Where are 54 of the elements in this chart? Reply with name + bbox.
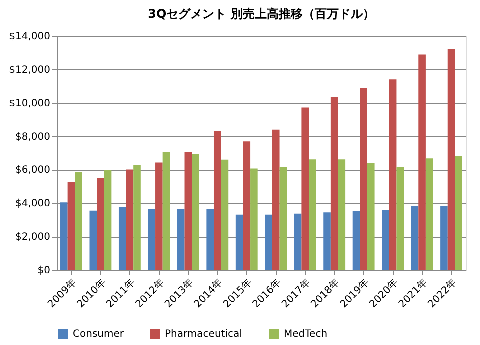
bar — [382, 210, 390, 270]
bar — [448, 49, 456, 270]
bar — [75, 172, 82, 270]
bar — [418, 54, 426, 270]
bar — [367, 163, 375, 270]
bar — [134, 165, 141, 270]
bar — [236, 214, 244, 270]
bar — [60, 202, 68, 270]
bar — [206, 209, 214, 270]
y-tick-label: $2,000 — [16, 232, 50, 244]
bar — [360, 88, 368, 270]
bar — [126, 170, 134, 270]
y-tick-label: $12,000 — [9, 64, 50, 76]
bar — [265, 214, 272, 270]
chart-title: 3Qセグメント 別売上高推移（百万ドル） — [148, 7, 375, 21]
bar — [243, 142, 251, 270]
y-tick-label: $6,000 — [16, 165, 50, 176]
bar — [352, 212, 360, 270]
legend-label: Consumer — [73, 329, 125, 340]
bar — [396, 168, 404, 270]
y-tick-label: $10,000 — [9, 98, 50, 110]
bar — [156, 162, 163, 270]
bar — [148, 209, 156, 270]
y-tick-label: $0 — [38, 266, 50, 276]
bar — [192, 154, 200, 270]
legend-label: MedTech — [284, 329, 328, 340]
bar — [68, 182, 76, 270]
bar — [177, 209, 185, 270]
bar — [338, 160, 346, 270]
bar — [330, 97, 338, 270]
bar — [162, 152, 170, 270]
bar — [221, 160, 229, 270]
bar — [184, 152, 192, 270]
bar — [214, 131, 222, 270]
bar — [426, 158, 434, 270]
legend-label: Pharmaceutical — [165, 329, 242, 340]
y-tick-label: $14,000 — [9, 32, 50, 42]
bar — [97, 178, 104, 270]
bar — [302, 108, 310, 270]
bar — [272, 130, 280, 270]
bar — [118, 207, 126, 270]
bar — [389, 80, 397, 270]
bar — [309, 160, 316, 270]
y-tick-label: $4,000 — [16, 198, 50, 210]
bar — [440, 206, 448, 270]
bar — [455, 156, 462, 270]
bar — [411, 206, 419, 270]
bar — [250, 168, 258, 270]
bar — [294, 214, 302, 270]
bar — [280, 168, 288, 270]
bar — [324, 212, 331, 270]
bar — [104, 170, 112, 270]
y-tick-label: $8,000 — [16, 132, 50, 143]
bar — [90, 210, 98, 270]
